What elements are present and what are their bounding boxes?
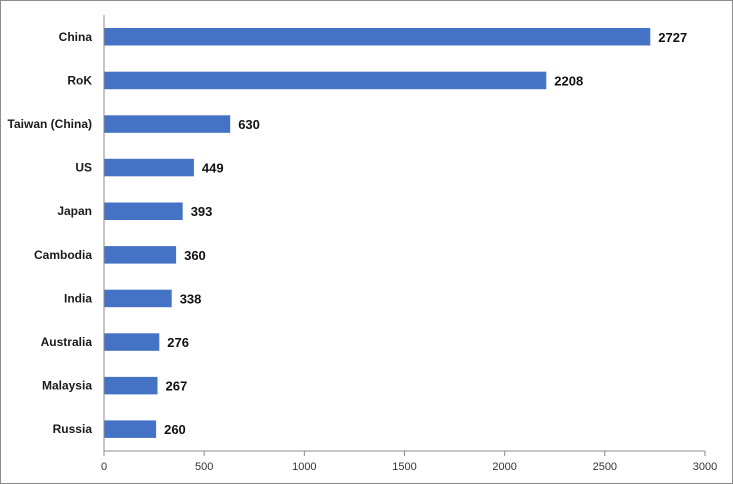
bar-japan <box>104 202 183 220</box>
bar-russia <box>104 420 157 438</box>
category-label: Cambodia <box>34 248 92 262</box>
data-label: 2208 <box>554 73 583 88</box>
bar-india <box>104 289 172 308</box>
bar-rok <box>104 71 547 90</box>
x-tick-label: 2500 <box>593 461 617 473</box>
x-tick-label: 0 <box>101 461 107 473</box>
data-label: 2727 <box>658 30 687 45</box>
x-tick-label: 2000 <box>492 461 516 473</box>
data-label: 393 <box>191 204 213 219</box>
bar-taiwan-china <box>104 115 231 133</box>
x-tick-label: 3000 <box>693 461 717 473</box>
category-label: Russia <box>53 422 93 436</box>
category-label: Australia <box>41 335 93 349</box>
bar-cambodia <box>104 246 177 264</box>
data-label: 449 <box>202 161 224 176</box>
category-label: Malaysia <box>42 379 92 393</box>
data-label: 276 <box>167 335 189 350</box>
category-label: RoK <box>67 73 92 87</box>
data-label: 338 <box>180 291 202 306</box>
category-label: Taiwan (China) <box>8 117 92 131</box>
category-label: US <box>75 161 92 175</box>
data-label: 260 <box>164 422 186 437</box>
x-tick-label: 1000 <box>292 461 316 473</box>
x-tick-label: 1500 <box>392 461 416 473</box>
data-label: 360 <box>184 248 206 263</box>
bar-china <box>104 28 651 46</box>
bar-us <box>104 158 194 177</box>
category-label: China <box>59 30 93 44</box>
category-label: Japan <box>57 204 92 218</box>
data-label: 630 <box>238 117 260 132</box>
bar-malaysia <box>104 376 158 395</box>
category-label: India <box>64 291 92 305</box>
data-label: 267 <box>166 379 188 394</box>
x-tick-label: 500 <box>195 461 213 473</box>
bar-australia <box>104 333 160 351</box>
